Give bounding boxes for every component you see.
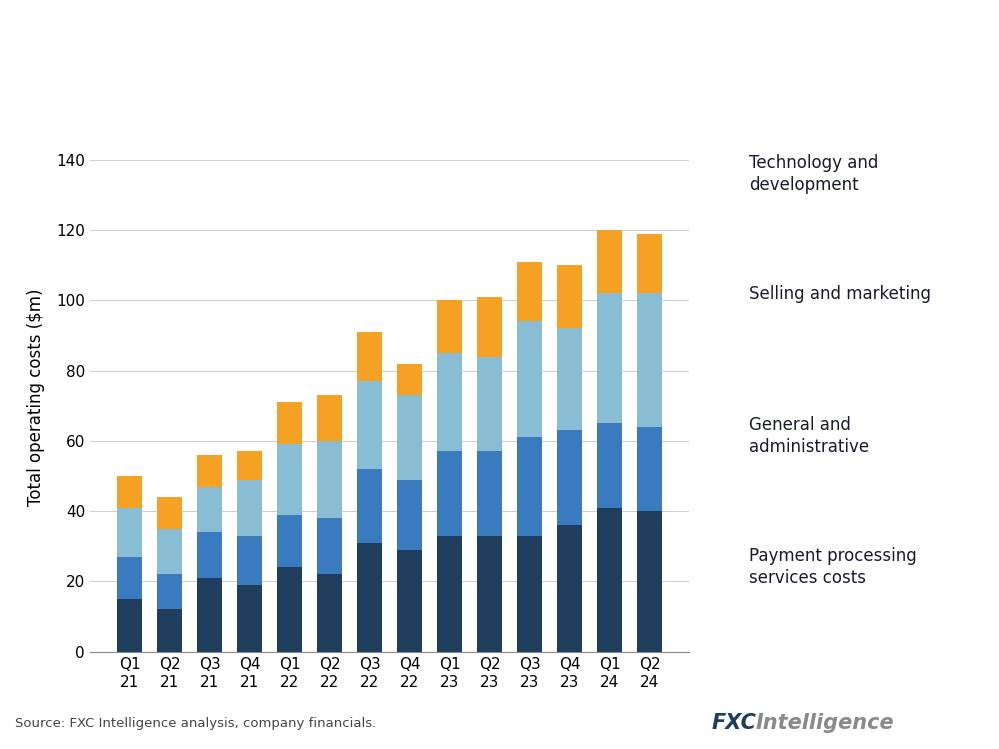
Bar (478, 297, 502, 357)
Bar (517, 321, 542, 437)
Bar (318, 441, 342, 518)
Text: Flywire operating costs split by segment, 2021-2024: Flywire operating costs split by segment… (18, 82, 532, 100)
Bar (637, 234, 662, 294)
Bar (557, 329, 582, 431)
Bar (478, 452, 502, 536)
Bar (157, 574, 182, 610)
Bar (318, 518, 342, 574)
Text: Source: FXC Intelligence analysis, company financials.: Source: FXC Intelligence analysis, compa… (15, 718, 377, 730)
Bar (197, 578, 222, 652)
Bar (117, 557, 142, 599)
Bar (398, 479, 422, 550)
Bar (597, 294, 622, 423)
Bar (277, 444, 302, 515)
Bar (398, 363, 422, 395)
Bar (237, 479, 262, 536)
Bar (438, 300, 462, 353)
Text: Flywire sees rising operating costs over time: Flywire sees rising operating costs over… (18, 21, 866, 54)
Text: General and
administrative: General and administrative (749, 416, 869, 456)
Bar (117, 599, 142, 652)
Bar (478, 357, 502, 452)
Bar (597, 230, 622, 294)
Bar (358, 543, 382, 652)
Bar (197, 455, 222, 487)
Bar (438, 536, 462, 652)
Bar (557, 525, 582, 652)
Bar (318, 395, 342, 441)
Bar (358, 332, 382, 381)
Bar (438, 452, 462, 536)
Bar (637, 294, 662, 427)
Bar (277, 567, 302, 652)
Bar (157, 529, 182, 574)
Bar (517, 536, 542, 652)
Bar (517, 261, 542, 321)
Bar (318, 574, 342, 652)
Text: Intelligence: Intelligence (755, 712, 894, 733)
Bar (398, 395, 422, 479)
Bar (517, 437, 542, 536)
Bar (438, 353, 462, 452)
Bar (597, 508, 622, 652)
Text: Technology and
development: Technology and development (749, 154, 879, 194)
Bar (197, 533, 222, 578)
Text: FXC: FXC (711, 712, 756, 733)
Y-axis label: Total operating costs ($m): Total operating costs ($m) (27, 288, 45, 506)
Bar (277, 515, 302, 567)
Bar (237, 585, 262, 652)
Bar (557, 265, 582, 329)
Bar (197, 487, 222, 533)
Bar (117, 476, 142, 508)
Bar (237, 452, 262, 479)
Text: Payment processing
services costs: Payment processing services costs (749, 547, 917, 587)
Bar (117, 508, 142, 557)
Bar (637, 427, 662, 511)
Bar (237, 536, 262, 585)
Text: Selling and marketing: Selling and marketing (749, 285, 931, 303)
Bar (277, 402, 302, 444)
Bar (157, 610, 182, 652)
Bar (358, 469, 382, 543)
Bar (157, 497, 182, 529)
Bar (637, 511, 662, 652)
Bar (358, 381, 382, 469)
Bar (478, 536, 502, 652)
Bar (597, 423, 622, 508)
Bar (398, 550, 422, 652)
Bar (557, 431, 582, 525)
